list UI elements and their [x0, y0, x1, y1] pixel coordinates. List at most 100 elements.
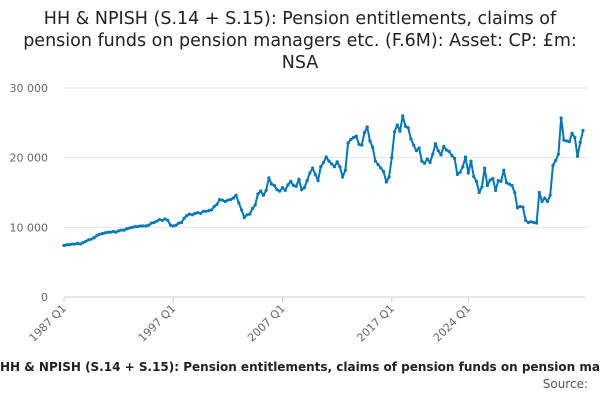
data-point[interactable] [565, 139, 569, 143]
data-point[interactable] [168, 223, 173, 227]
data-point[interactable] [477, 190, 481, 195]
data-point[interactable] [556, 152, 561, 156]
data-point[interactable] [201, 209, 205, 213]
data-point[interactable] [193, 211, 197, 215]
data-point[interactable] [518, 204, 522, 209]
data-point[interactable] [455, 172, 459, 176]
data-point[interactable] [70, 242, 74, 246]
data-point[interactable] [554, 158, 558, 163]
data-point[interactable] [480, 185, 484, 189]
data-point[interactable] [379, 166, 383, 170]
data-point[interactable] [119, 228, 123, 232]
data-point[interactable] [431, 152, 435, 156]
data-point[interactable] [300, 188, 304, 192]
data-point[interactable] [155, 219, 159, 223]
data-point[interactable] [496, 179, 500, 183]
data-point[interactable] [261, 193, 266, 197]
data-point[interactable] [305, 179, 309, 183]
data-point[interactable] [111, 229, 115, 234]
data-point[interactable] [291, 183, 296, 188]
data-point[interactable] [433, 142, 438, 146]
data-point[interactable] [376, 163, 380, 167]
data-point[interactable] [559, 116, 563, 120]
data-point[interactable] [390, 156, 394, 160]
data-point[interactable] [250, 206, 255, 211]
data-point[interactable] [562, 138, 566, 142]
data-point[interactable] [125, 227, 129, 231]
data-point[interactable] [439, 153, 443, 157]
data-point[interactable] [267, 176, 271, 180]
data-point[interactable] [229, 197, 233, 202]
data-point[interactable] [256, 192, 260, 196]
data-point[interactable] [308, 171, 312, 175]
data-point[interactable] [570, 131, 574, 135]
data-point[interactable] [412, 143, 416, 147]
data-point[interactable] [436, 149, 440, 153]
data-point[interactable] [313, 172, 317, 176]
data-point[interactable] [130, 225, 134, 229]
data-point[interactable] [166, 218, 170, 222]
data-point[interactable] [472, 174, 476, 179]
data-point[interactable] [259, 189, 263, 193]
data-point[interactable] [510, 183, 514, 188]
data-point[interactable] [215, 202, 219, 206]
data-point[interactable] [469, 159, 473, 163]
data-point[interactable] [294, 184, 298, 188]
data-point[interactable] [526, 220, 530, 225]
data-point[interactable] [62, 243, 66, 248]
data-point[interactable] [343, 168, 347, 172]
data-point[interactable] [548, 193, 552, 197]
data-point[interactable] [354, 134, 358, 138]
data-point[interactable] [103, 231, 107, 235]
data-point[interactable] [444, 148, 449, 152]
data-point[interactable] [144, 224, 148, 228]
data-point[interactable] [387, 175, 391, 179]
data-point[interactable] [138, 224, 143, 228]
data-point[interactable] [234, 193, 238, 197]
data-point[interactable] [442, 144, 446, 149]
data-point[interactable] [401, 114, 405, 118]
data-point[interactable] [381, 170, 386, 174]
data-point[interactable] [513, 190, 517, 195]
data-point[interactable] [147, 223, 151, 227]
data-point[interactable] [338, 165, 342, 169]
data-point[interactable] [573, 135, 577, 140]
data-point[interactable] [212, 204, 216, 209]
data-point[interactable] [231, 196, 235, 200]
data-point[interactable] [450, 153, 454, 158]
data-point[interactable] [122, 228, 126, 232]
data-point[interactable] [198, 211, 203, 215]
data-point[interactable] [245, 213, 249, 217]
data-point[interactable] [373, 159, 377, 163]
data-point[interactable] [521, 205, 525, 209]
data-point[interactable] [504, 181, 509, 185]
data-point[interactable] [65, 243, 69, 247]
data-point[interactable] [403, 124, 408, 128]
data-point[interactable] [384, 180, 388, 184]
data-point[interactable] [158, 218, 162, 222]
data-point[interactable] [310, 166, 315, 170]
data-point[interactable] [395, 123, 399, 127]
data-point[interactable] [409, 137, 413, 141]
data-point[interactable] [483, 166, 487, 170]
data-point[interactable] [493, 188, 498, 193]
data-point[interactable] [453, 156, 457, 160]
data-point[interactable] [398, 129, 402, 133]
data-point[interactable] [581, 128, 585, 133]
data-point[interactable] [117, 229, 121, 233]
data-point[interactable] [114, 230, 118, 234]
data-point[interactable] [319, 165, 323, 169]
data-point[interactable] [417, 146, 421, 150]
data-point[interactable] [575, 154, 580, 158]
data-point[interactable] [346, 141, 350, 145]
data-point[interactable] [248, 212, 252, 216]
data-point[interactable] [532, 220, 536, 225]
data-point[interactable] [239, 208, 244, 212]
data-point[interactable] [406, 126, 410, 130]
data-point[interactable] [92, 236, 96, 240]
data-point[interactable] [422, 161, 427, 165]
data-point[interactable] [272, 183, 276, 188]
data-point[interactable] [182, 216, 186, 220]
data-point[interactable] [141, 224, 145, 228]
data-point[interactable] [78, 242, 82, 246]
